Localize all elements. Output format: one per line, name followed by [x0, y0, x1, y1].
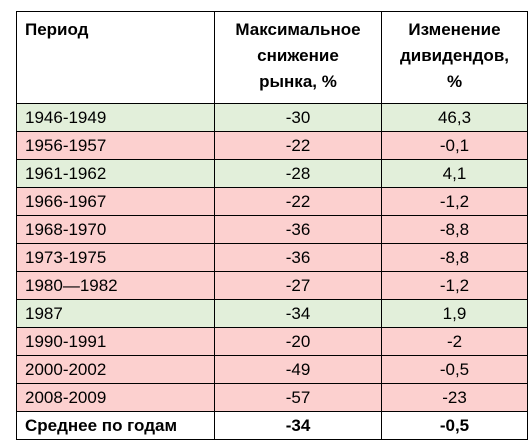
- average-decline: -34: [214, 411, 382, 440]
- header-dividends-line: Изменение: [408, 20, 501, 39]
- decline-cell: -20: [214, 327, 382, 356]
- decline-cell: -34: [214, 299, 382, 328]
- decline-cell: -36: [214, 215, 382, 244]
- period-cell: 1973-1975: [16, 243, 215, 272]
- dividends-cell: -1,2: [381, 271, 528, 300]
- header-period-label: Период: [25, 20, 89, 39]
- period-cell: 1987: [16, 299, 215, 328]
- table-row: 1980—1982 -27 -1,2: [16, 271, 528, 300]
- header-dividend-change: Изменение дивидендов, %: [381, 11, 528, 104]
- table-row: 2008-2009 -57 -23: [16, 383, 528, 412]
- period-cell: 1980—1982: [16, 271, 215, 300]
- decline-cell: -30: [214, 103, 382, 132]
- dividends-cell: -8,8: [381, 215, 528, 244]
- decline-cell: -22: [214, 131, 382, 160]
- table-body: 1946-1949 -30 46,3 1956-1957 -22 -0,1 1961-196…: [16, 103, 528, 440]
- header-period: Период: [16, 11, 215, 104]
- dividends-table: Период Максимальное снижение рынка, % Из…: [16, 11, 528, 440]
- period-cell: 2008-2009: [16, 383, 215, 412]
- table-row: 1956-1957 -22 -0,1: [16, 131, 528, 160]
- decline-cell: -36: [214, 243, 382, 272]
- table-row: 1961-1962 -28 4,1: [16, 159, 528, 188]
- decline-cell: -28: [214, 159, 382, 188]
- dividends-cell: -0,5: [381, 355, 528, 384]
- table-row: 1973-1975 -36 -8,8: [16, 243, 528, 272]
- dividends-cell: -23: [381, 383, 528, 412]
- header-row: Период Максимальное снижение рынка, % Из…: [16, 11, 528, 104]
- period-cell: 1968-1970: [16, 215, 215, 244]
- dividends-cell: 46,3: [381, 103, 528, 132]
- table-row: 1990-1991 -20 -2: [16, 327, 528, 356]
- header-dividends-line: %: [446, 72, 463, 91]
- average-label: Среднее по годам: [16, 411, 215, 440]
- period-cell: 1966-1967: [16, 187, 215, 216]
- dividends-cell: -0,1: [381, 131, 528, 160]
- header-decline-line: Максимальное: [235, 20, 361, 39]
- average-row: Среднее по годам -34 -0,5: [16, 411, 528, 440]
- period-cell: 1961-1962: [16, 159, 215, 188]
- header-market-decline: Максимальное снижение рынка, %: [214, 11, 382, 104]
- dividends-cell: -8,8: [381, 243, 528, 272]
- header-decline-line: рынка, %: [259, 72, 337, 91]
- period-cell: 2000-2002: [16, 355, 215, 384]
- dividends-cell: 4,1: [381, 159, 528, 188]
- period-cell: 1990-1991: [16, 327, 215, 356]
- average-dividends: -0,5: [381, 411, 528, 440]
- table-row: 1968-1970 -36 -8,8: [16, 215, 528, 244]
- table-row: 1987 -34 1,9: [16, 299, 528, 328]
- table-row: 2000-2002 -49 -0,5: [16, 355, 528, 384]
- table-row: 1946-1949 -30 46,3: [16, 103, 528, 132]
- dividends-cell: -1,2: [381, 187, 528, 216]
- period-cell: 1946-1949: [16, 103, 215, 132]
- period-cell: 1956-1957: [16, 131, 215, 160]
- dividends-cell: -2: [381, 327, 528, 356]
- decline-cell: -22: [214, 187, 382, 216]
- decline-cell: -27: [214, 271, 382, 300]
- table-row: 1966-1967 -22 -1,2: [16, 187, 528, 216]
- decline-cell: -49: [214, 355, 382, 384]
- header-dividends-line: дивидендов,: [399, 46, 509, 65]
- dividends-cell: 1,9: [381, 299, 528, 328]
- decline-cell: -57: [214, 383, 382, 412]
- header-decline-line: снижение: [257, 46, 339, 65]
